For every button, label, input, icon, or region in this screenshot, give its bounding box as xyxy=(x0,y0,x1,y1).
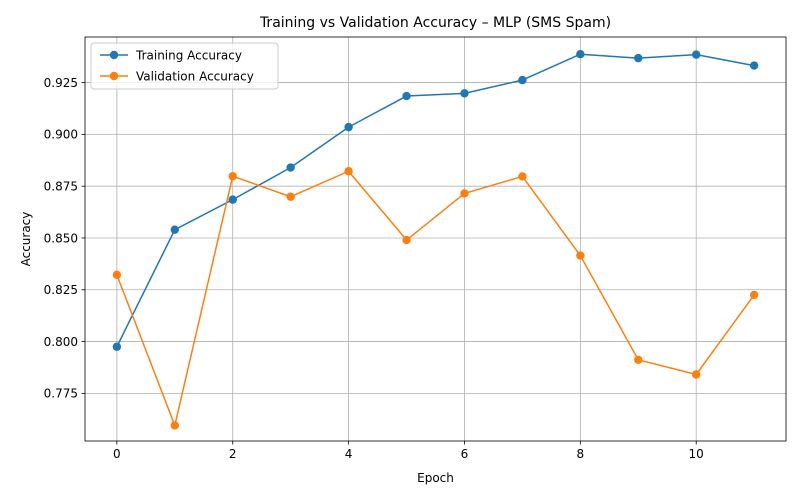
x-tick-label: 8 xyxy=(577,447,585,461)
grid xyxy=(85,37,786,441)
validation-accuracy-point xyxy=(170,421,179,430)
training-accuracy-point xyxy=(402,91,411,101)
validation-accuracy-point xyxy=(112,270,122,280)
y-tick-label: 0.925 xyxy=(44,76,78,90)
validation-accuracy-point xyxy=(518,172,527,181)
legend-label: Training Accuracy xyxy=(135,48,242,62)
training-accuracy-point xyxy=(518,75,527,85)
training-accuracy-point xyxy=(112,342,122,351)
y-tick-label: 0.775 xyxy=(44,387,78,401)
validation-accuracy-point xyxy=(749,290,759,300)
legend: Training Accuracy Validation Accuracy xyxy=(90,42,279,90)
validation-accuracy-point xyxy=(576,251,585,260)
legend-item-training-accuracy: Training Accuracy xyxy=(100,48,242,62)
x-tick-label: 10 xyxy=(689,447,704,461)
training-accuracy-series xyxy=(112,49,759,351)
validation-accuracy-series xyxy=(112,167,759,430)
training-accuracy-point xyxy=(576,49,585,59)
y-tick-label: 0.900 xyxy=(44,128,78,142)
x-tick-label: 0 xyxy=(113,447,121,461)
training-accuracy-point xyxy=(634,53,643,63)
training-accuracy-point xyxy=(286,163,295,172)
training-accuracy-point xyxy=(460,89,469,98)
validation-accuracy-point xyxy=(344,167,353,176)
validation-accuracy-point xyxy=(460,189,469,198)
legend-box xyxy=(90,42,279,90)
y-tick-label: 0.875 xyxy=(44,179,78,193)
training-accuracy-point xyxy=(692,50,701,59)
y-tick-label: 0.825 xyxy=(44,283,78,297)
training-accuracy-point xyxy=(228,195,237,204)
training-accuracy-line xyxy=(116,53,755,348)
training-accuracy-point xyxy=(170,225,179,234)
legend-marker xyxy=(109,50,119,60)
x-tick-label: 2 xyxy=(229,447,237,461)
legend-marker xyxy=(109,71,119,81)
legend-item-validation-accuracy: Validation Accuracy xyxy=(100,69,254,83)
series-group xyxy=(112,49,759,430)
plot-frame xyxy=(84,36,787,442)
x-axis-label: Epoch xyxy=(417,471,454,485)
y-tick-label: 0.850 xyxy=(44,231,78,245)
training-accuracy-point xyxy=(749,61,759,70)
validation-accuracy-point xyxy=(634,355,643,364)
validation-accuracy-point xyxy=(228,172,237,181)
validation-accuracy-point xyxy=(692,370,701,379)
legend-label: Validation Accuracy xyxy=(136,69,254,83)
y-tick-label: 0.800 xyxy=(44,335,78,349)
training-accuracy-point xyxy=(344,122,353,132)
chart-title: Training vs Validation Accuracy – MLP (S… xyxy=(259,15,611,31)
validation-accuracy-point xyxy=(286,192,295,201)
x-tick-label: 6 xyxy=(461,447,469,461)
x-tick-label: 4 xyxy=(345,447,353,461)
validation-accuracy-point xyxy=(402,235,411,245)
y-axis-label: Accuracy xyxy=(19,212,33,267)
validation-accuracy-line xyxy=(116,170,755,427)
axis-ticks: 0 2 4 6 8 10 0.775 0.800 0.825 0.850 0.875 0.900 0.9… xyxy=(44,76,704,461)
